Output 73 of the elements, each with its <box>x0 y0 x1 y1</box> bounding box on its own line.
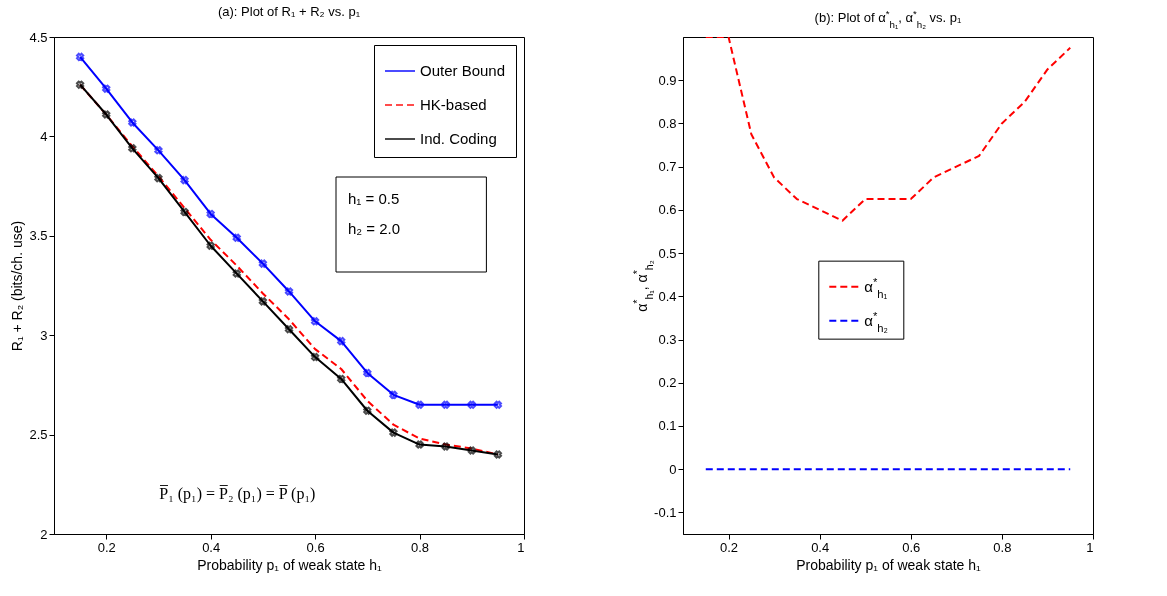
line-series <box>704 37 1072 222</box>
point <box>337 374 346 384</box>
legend-label: Ind. Coding <box>420 130 497 147</box>
y-tick-label: 0.9 <box>658 72 677 88</box>
point <box>389 428 398 437</box>
y-tick-label: 3 <box>40 327 48 343</box>
point <box>128 118 137 127</box>
y-tick-label: 3.5 <box>29 228 48 244</box>
point <box>232 233 241 242</box>
y-tick-label: 0.3 <box>658 332 677 348</box>
annotation: h₁ = 0.5 <box>348 190 400 207</box>
point <box>284 287 294 296</box>
point <box>389 390 398 399</box>
x-tick-label: 1 <box>517 539 525 555</box>
x-tick-label: 0.2 <box>720 539 739 555</box>
point <box>337 337 346 346</box>
point <box>206 241 215 250</box>
x-tick-label: 0.6 <box>306 539 325 555</box>
point <box>258 259 268 268</box>
x-tick-label: 0.4 <box>811 539 830 555</box>
point <box>232 269 241 278</box>
point <box>467 446 476 455</box>
point <box>102 84 111 93</box>
y-tick-label: 0.5 <box>658 245 677 261</box>
x-axis-title: Probability p₁ of weak state h₁ <box>796 556 982 573</box>
y-tick-label: 4 <box>40 128 48 144</box>
y-tick-label: 0.8 <box>658 115 677 131</box>
point <box>180 207 189 217</box>
point <box>154 146 163 155</box>
x-tick-label: 0.6 <box>902 539 921 555</box>
x-tick-label: 1 <box>1086 539 1094 555</box>
legend-label: Outer Bound <box>420 62 506 79</box>
point <box>75 80 85 89</box>
point <box>415 400 424 409</box>
x-tick-label: 0.8 <box>411 539 430 555</box>
point <box>258 297 268 306</box>
point <box>154 174 163 183</box>
y-tick-label: 0.2 <box>658 375 677 391</box>
point <box>75 52 85 62</box>
point <box>441 400 450 409</box>
point <box>493 450 503 459</box>
x-tick-label: 0.2 <box>97 539 116 555</box>
point <box>206 209 215 219</box>
point <box>363 368 372 378</box>
y-tick-label: -0.1 <box>654 504 677 520</box>
point <box>128 144 137 153</box>
y-tick-label: 0.6 <box>658 202 677 218</box>
point <box>493 400 503 409</box>
legend-label: HK-based <box>420 96 487 113</box>
y-tick-label: 0 <box>669 461 677 477</box>
point <box>180 176 189 185</box>
point <box>310 352 320 362</box>
annotation: P̅₁ (p₁) = P̅₂ (p₁) = P̅ (p₁) <box>158 485 316 503</box>
y-tick-label: 4.5 <box>29 29 48 45</box>
y-tick-label: 2.5 <box>29 427 48 443</box>
point <box>363 406 372 415</box>
chart-title: (a): Plot of R₁ + R₂ vs. p₁ <box>217 4 361 19</box>
point <box>441 442 450 451</box>
point <box>310 317 320 326</box>
chart-title: (b): Plot of α$^{*}$$_{h₁}$, α$^{*}$$_{h₂}$ vs. p₁ <box>814 7 963 30</box>
annotation: h₂ = 2.0 <box>348 220 401 237</box>
y-tick-label: 0.1 <box>658 418 677 434</box>
y-tick-label: 0.4 <box>658 288 677 304</box>
point <box>467 400 476 409</box>
x-tick-label: 0.8 <box>993 539 1012 555</box>
y-tick-label: 0.7 <box>658 159 677 175</box>
point <box>102 110 111 119</box>
x-tick-label: 0.4 <box>202 539 221 555</box>
y-tick-label: 2 <box>40 526 48 542</box>
point <box>284 325 294 334</box>
y-axis-title: R₁ + R₂ (bits/ch. use) <box>9 220 26 352</box>
x-axis-title: Probability p₁ of weak state h₁ <box>197 556 383 573</box>
point <box>415 440 424 449</box>
